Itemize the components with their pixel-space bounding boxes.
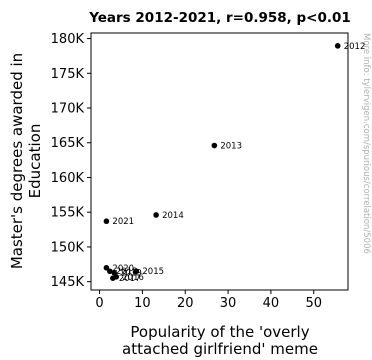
x-axis: 0 10 20 30 40 50 <box>95 290 322 311</box>
x-tick-label: 10 <box>134 296 151 311</box>
data-point-2020 <box>103 264 110 271</box>
data-point-2014 <box>153 212 159 218</box>
data-point-2013 <box>211 142 218 149</box>
x-tick-label: 30 <box>220 296 237 311</box>
data-point-label-2012: 2012 <box>344 42 366 52</box>
data-point-2017 <box>110 275 116 281</box>
x-axis-label-line-2: attached girlfriend' meme <box>122 340 318 358</box>
y-tick-label: 160K <box>51 171 85 186</box>
y-axis-label: Master's degrees awarded in Education <box>8 53 44 269</box>
data-point-label-2018: 2018 <box>116 267 138 277</box>
y-tick-label: 180K <box>51 32 85 47</box>
data-point-label-2014: 2014 <box>162 211 184 221</box>
chart-title: Years 2012-2021, r=0.958, p<0.01 <box>88 10 351 26</box>
data-point-label-2013: 2013 <box>220 142 242 152</box>
y-axis-label-line-2: Education <box>26 124 44 199</box>
data-point-2018 <box>107 268 113 275</box>
watermark-text: More info: tylervigen.com/spurious/corre… <box>361 33 371 254</box>
data-point-2015 <box>133 268 140 275</box>
data-point-2012 <box>334 43 341 49</box>
y-tick-label: 170K <box>51 102 85 117</box>
plot-area-frame <box>90 32 349 291</box>
x-tick-label: 0 <box>95 296 103 311</box>
y-tick-label: 150K <box>51 240 85 255</box>
y-tick-label: 175K <box>51 67 85 82</box>
data-point-label-2016: 2016 <box>122 273 144 283</box>
y-tick-label: 145K <box>51 275 85 290</box>
y-axis: 145K 150K 155K 160K 165K 170K 175K 180K <box>51 32 91 290</box>
data-point-2021 <box>103 218 110 225</box>
x-tick-label: 40 <box>263 296 280 311</box>
data-point-label-2021: 2021 <box>112 217 134 227</box>
y-tick-label: 155K <box>51 206 85 221</box>
data-point-2019 <box>111 269 117 276</box>
x-axis-label-line-1: Popularity of the 'overly <box>130 323 309 341</box>
data-point-label-2017: 2017 <box>119 274 141 284</box>
data-point-label-2020: 2020 <box>112 264 134 274</box>
y-axis-label-line-1: Master's degrees awarded in <box>8 53 26 269</box>
x-tick-label: 50 <box>305 296 322 311</box>
data-point-label-2015: 2015 <box>142 267 164 277</box>
y-tick-label: 165K <box>51 136 85 151</box>
data-point-label-2019: 2019 <box>120 269 142 279</box>
x-tick-label: 20 <box>177 296 194 311</box>
